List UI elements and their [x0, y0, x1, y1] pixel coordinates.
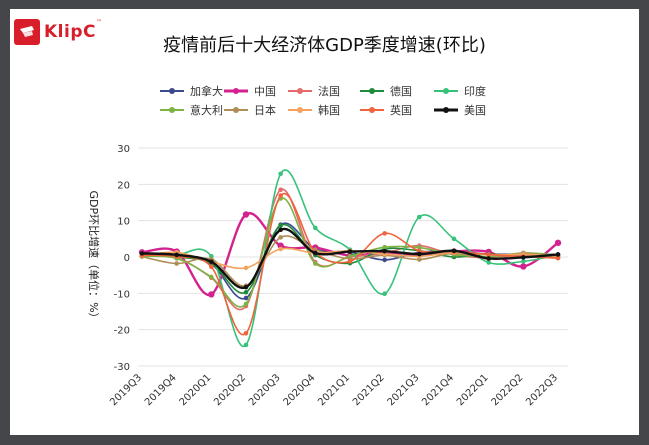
x-tick-label: 2020Q3 — [247, 372, 283, 408]
klipc-logo: KlipC ™ — [14, 17, 108, 47]
y-tick-label: 10 — [117, 217, 130, 228]
x-tick-label: 2019Q3 — [108, 372, 144, 408]
legend-marker — [169, 88, 175, 94]
legend-label: 英国 — [390, 103, 412, 117]
legend-marker — [369, 107, 375, 113]
y-tick-label: 20 — [117, 180, 130, 191]
data-point — [243, 342, 249, 348]
x-tick-label: 2019Q4 — [143, 372, 179, 408]
data-point — [347, 249, 353, 254]
klipc-logo-tm: ™ — [95, 19, 102, 26]
y-tick-label: -20 — [114, 326, 130, 337]
data-point — [555, 255, 561, 261]
data-point — [243, 284, 249, 290]
data-point — [521, 255, 526, 260]
legend-marker — [443, 107, 449, 113]
data-point — [486, 256, 491, 261]
x-tick-label: 2022Q2 — [490, 372, 526, 408]
x-tick-label: 2022Q3 — [524, 372, 560, 408]
data-point — [278, 193, 283, 198]
data-point — [382, 248, 387, 254]
data-point — [278, 223, 283, 228]
legend-marker — [169, 107, 175, 113]
legend-marker — [297, 107, 303, 113]
y-tick-label: -30 — [114, 362, 130, 373]
x-tick-label: 2021Q1 — [316, 372, 352, 408]
data-point — [243, 265, 249, 271]
x-tick-label: 2021Q3 — [386, 372, 422, 408]
klipc-logo-mark-icon — [14, 19, 40, 45]
legend-marker — [443, 88, 449, 94]
data-point — [451, 236, 457, 242]
data-point — [486, 260, 491, 265]
data-point — [278, 235, 283, 240]
y-tick-label: 30 — [117, 144, 130, 155]
data-point — [243, 331, 249, 336]
data-point — [417, 245, 422, 250]
legend-label: 德国 — [390, 84, 412, 98]
data-point — [382, 291, 387, 296]
data-point — [174, 252, 179, 258]
data-point — [521, 259, 526, 264]
data-point — [520, 263, 527, 270]
x-tick-label: 2020Q2 — [212, 372, 248, 408]
data-point — [486, 252, 491, 257]
data-point — [382, 244, 387, 250]
chart-card: KlipC ™ 疫情前后十大经济体GDP季度增速(环比) -30 -20 -10 0 1… — [10, 9, 639, 435]
legend-label: 中国 — [254, 85, 276, 98]
legend-label: 加拿大 — [190, 84, 223, 98]
data-point — [277, 242, 284, 249]
legend-label: 美国 — [464, 104, 486, 117]
data-point — [139, 251, 145, 256]
data-point — [313, 225, 318, 231]
data-point — [174, 261, 179, 266]
data-point — [278, 227, 283, 233]
data-point — [417, 248, 422, 254]
legend-marker — [233, 88, 239, 94]
data-point — [382, 231, 387, 236]
data-point — [347, 259, 353, 264]
legend-label: 韩国 — [318, 103, 340, 117]
data-point — [451, 248, 457, 254]
data-point — [243, 289, 249, 295]
data-point — [417, 257, 422, 262]
data-point — [417, 214, 422, 220]
data-point — [278, 171, 283, 177]
x-tick-label: 2020Q1 — [178, 372, 214, 408]
data-point — [313, 250, 318, 256]
data-point — [555, 252, 561, 257]
data-point — [313, 261, 318, 266]
data-point — [209, 259, 214, 265]
data-point — [278, 246, 283, 252]
y-tick-label: 0 — [124, 253, 130, 264]
data-point — [208, 291, 215, 298]
x-tick-label: 2022Q1 — [455, 372, 491, 408]
data-point — [243, 301, 249, 307]
data-point — [243, 295, 249, 301]
x-tick-label: 2021Q2 — [351, 372, 387, 408]
legend-label: 法国 — [318, 84, 340, 98]
data-point — [209, 274, 214, 280]
x-tick-label: 2020Q4 — [282, 372, 318, 408]
legend-label: 日本 — [254, 103, 276, 117]
series-line — [141, 192, 559, 336]
legend-marker — [369, 88, 375, 94]
data-point — [242, 211, 250, 218]
legend-label: 印度 — [464, 84, 486, 98]
y-tick-label: -10 — [114, 289, 130, 300]
data-point — [382, 257, 387, 263]
legend-label: 意大利 — [190, 103, 223, 117]
legend-marker — [233, 107, 239, 113]
data-point — [278, 187, 283, 193]
data-point — [209, 264, 214, 270]
gdp-line-chart: -30 -20 -10 0 10 20 30 GDP环比增速（单位：%） 2019Q32019Q… — [87, 84, 568, 408]
klipc-logo-text: KlipC — [44, 22, 96, 42]
data-point — [417, 251, 422, 257]
legend-marker — [297, 88, 303, 94]
x-tick-label: 2021Q4 — [420, 372, 456, 408]
y-axis-label: GDP环比增速（单位：%） — [87, 190, 101, 323]
chart-title: 疫情前后十大经济体GDP季度增速(环比) — [163, 35, 486, 56]
data-point — [554, 239, 562, 247]
